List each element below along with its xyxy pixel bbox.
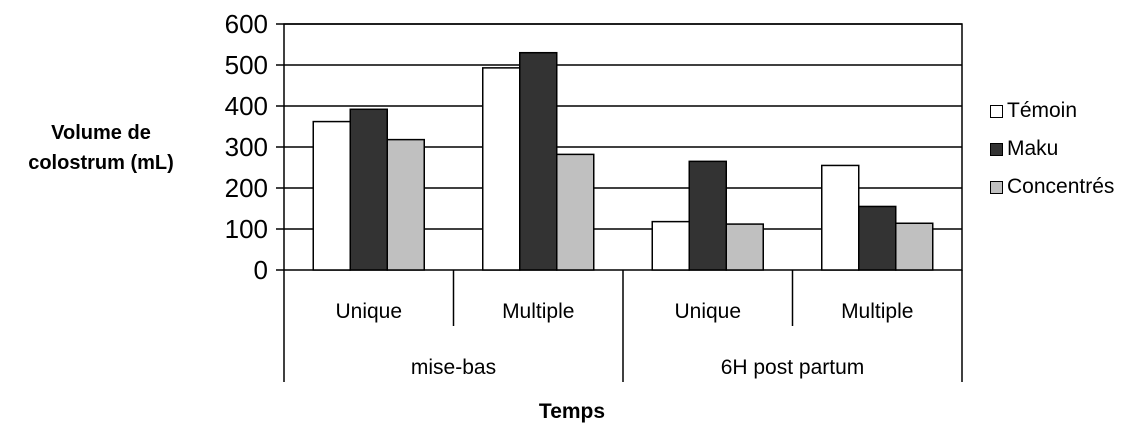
y-axis-label: Volume de colostrum (mL) bbox=[6, 118, 196, 178]
legend-label-temoin: Témoin bbox=[1007, 99, 1078, 122]
x-tick-label: Unique bbox=[674, 300, 741, 323]
y-tick-label: 100 bbox=[225, 214, 268, 244]
legend-swatch-temoin bbox=[990, 104, 1003, 118]
legend-item-maku: Maku bbox=[990, 130, 1114, 168]
x-axis-label: Temps bbox=[538, 400, 606, 423]
bar bbox=[858, 205, 897, 271]
legend: Témoin Maku Concentrés bbox=[990, 92, 1114, 206]
legend-swatch-maku bbox=[990, 142, 1003, 156]
y-tick-label: 0 bbox=[254, 255, 268, 285]
bar bbox=[349, 108, 388, 271]
bar bbox=[821, 164, 860, 271]
legend-swatch-concentres bbox=[990, 180, 1003, 194]
x-tick-label: Unique bbox=[335, 300, 402, 323]
bar bbox=[556, 153, 595, 271]
bar bbox=[519, 51, 558, 271]
y-tick-label: 600 bbox=[225, 9, 268, 39]
legend-item-concentres: Concentrés bbox=[990, 168, 1114, 206]
bar bbox=[895, 222, 934, 271]
y-tick-label: 500 bbox=[225, 50, 268, 80]
bar bbox=[688, 160, 727, 271]
y-axis-label-line-2: colostrum (mL) bbox=[28, 152, 174, 174]
bar bbox=[725, 223, 764, 271]
legend-label-maku: Maku bbox=[1007, 137, 1059, 160]
bar bbox=[386, 138, 425, 271]
bar bbox=[651, 220, 690, 271]
y-tick-label: 400 bbox=[225, 91, 268, 121]
x-group-label: 6H post partum bbox=[721, 356, 865, 379]
y-tick-label: 300 bbox=[225, 132, 268, 162]
bar bbox=[482, 67, 521, 271]
legend-label-concentres: Concentrés bbox=[1007, 175, 1115, 198]
y-tick-label: 200 bbox=[225, 173, 268, 203]
y-axis-label-line-1: Volume de bbox=[51, 122, 151, 144]
x-group-label: mise-bas bbox=[411, 356, 496, 379]
x-tick-label: Multiple bbox=[841, 300, 913, 323]
bar bbox=[312, 120, 351, 271]
legend-item-temoin: Témoin bbox=[990, 92, 1114, 130]
x-tick-label: Multiple bbox=[502, 300, 574, 323]
